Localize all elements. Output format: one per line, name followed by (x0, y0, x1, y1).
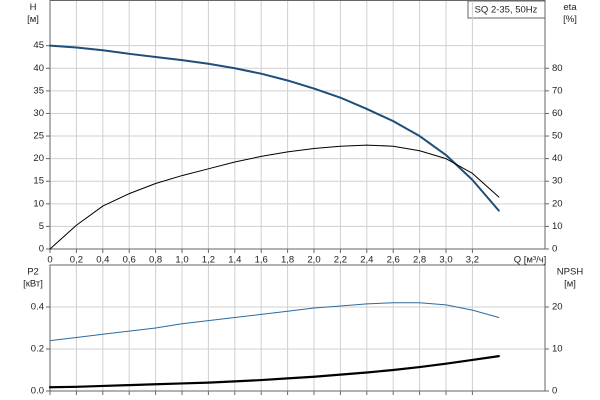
curve-eta (49, 144, 500, 250)
x-tick-label: 2,8 (413, 255, 426, 266)
x-tick-label: 2,6 (387, 255, 400, 266)
y-tick-label: 0.2 (31, 344, 44, 355)
y2-tick-label: 80 (552, 63, 563, 74)
y-tick-label: 30 (33, 108, 44, 119)
x-tick-label: 0,2 (70, 255, 83, 266)
y2-tick-label: 0 (552, 386, 557, 397)
x-tick-label: 1,4 (228, 255, 241, 266)
y2-tick-label: 50 (552, 131, 563, 142)
y2-axis-label: eta (563, 2, 577, 13)
y2-tick-label: 20 (552, 302, 563, 313)
y-tick-label: 45 (33, 40, 44, 51)
chart-title: SQ 2-35, 50Hz (475, 5, 538, 16)
y2-tick-label: 0 (552, 244, 557, 255)
x-tick-label: 0,6 (123, 255, 136, 266)
y-tick-label: 0.4 (31, 302, 44, 313)
y-tick-label: 5 (39, 221, 44, 232)
y-tick-label: 0 (39, 244, 44, 255)
x-tick-label: 2,4 (360, 255, 373, 266)
y-axis-label: [кВт] (23, 279, 43, 290)
x-tick-label: 1,2 (202, 255, 215, 266)
y-tick-label: 20 (33, 153, 44, 164)
y-axis-label: H (30, 2, 37, 13)
y-tick-label: 25 (33, 131, 44, 142)
curve-npsh (48, 355, 500, 389)
x-tick-label: 1,6 (255, 255, 268, 266)
x-tick-label: 1,8 (281, 255, 294, 266)
plot-frame (49, 0, 546, 250)
y2-tick-label: 70 (552, 85, 563, 96)
y2-tick-label: 10 (552, 221, 563, 232)
y2-axis-label: [м] (564, 279, 576, 290)
y-tick-label: 40 (33, 63, 44, 74)
x-tick-label: 2,0 (307, 255, 320, 266)
y2-axis-label: [%] (563, 14, 577, 25)
y-axis-label: P2 (27, 267, 39, 278)
y2-axis-label: NPSH (557, 267, 584, 278)
x-tick-label: 0,8 (149, 255, 162, 266)
curve-p2 (49, 302, 500, 342)
x-tick-label: 1,0 (175, 255, 188, 266)
y2-tick-label: 60 (552, 108, 563, 119)
x-tick-label: 3,0 (439, 255, 452, 266)
y2-tick-label: 20 (552, 198, 563, 209)
x-tick-label: 3,2 (466, 255, 479, 266)
y2-tick-label: 10 (552, 344, 563, 355)
x-tick-label: 0 (47, 255, 52, 266)
y-axis-label: [м] (27, 14, 39, 25)
y-tick-label: 15 (33, 176, 44, 187)
x-tick-label: 0,4 (96, 255, 109, 266)
y2-tick-label: 40 (552, 153, 563, 164)
curve-h (49, 44, 500, 212)
x-axis-label: Q [м³/ч] (514, 255, 547, 266)
y-tick-label: 10 (33, 198, 44, 209)
y-tick-label: 35 (33, 85, 44, 96)
y2-tick-label: 30 (552, 176, 563, 187)
y-tick-label: 0.0 (31, 386, 44, 397)
plot-frame (49, 264, 546, 392)
x-tick-label: 2,2 (334, 255, 347, 266)
